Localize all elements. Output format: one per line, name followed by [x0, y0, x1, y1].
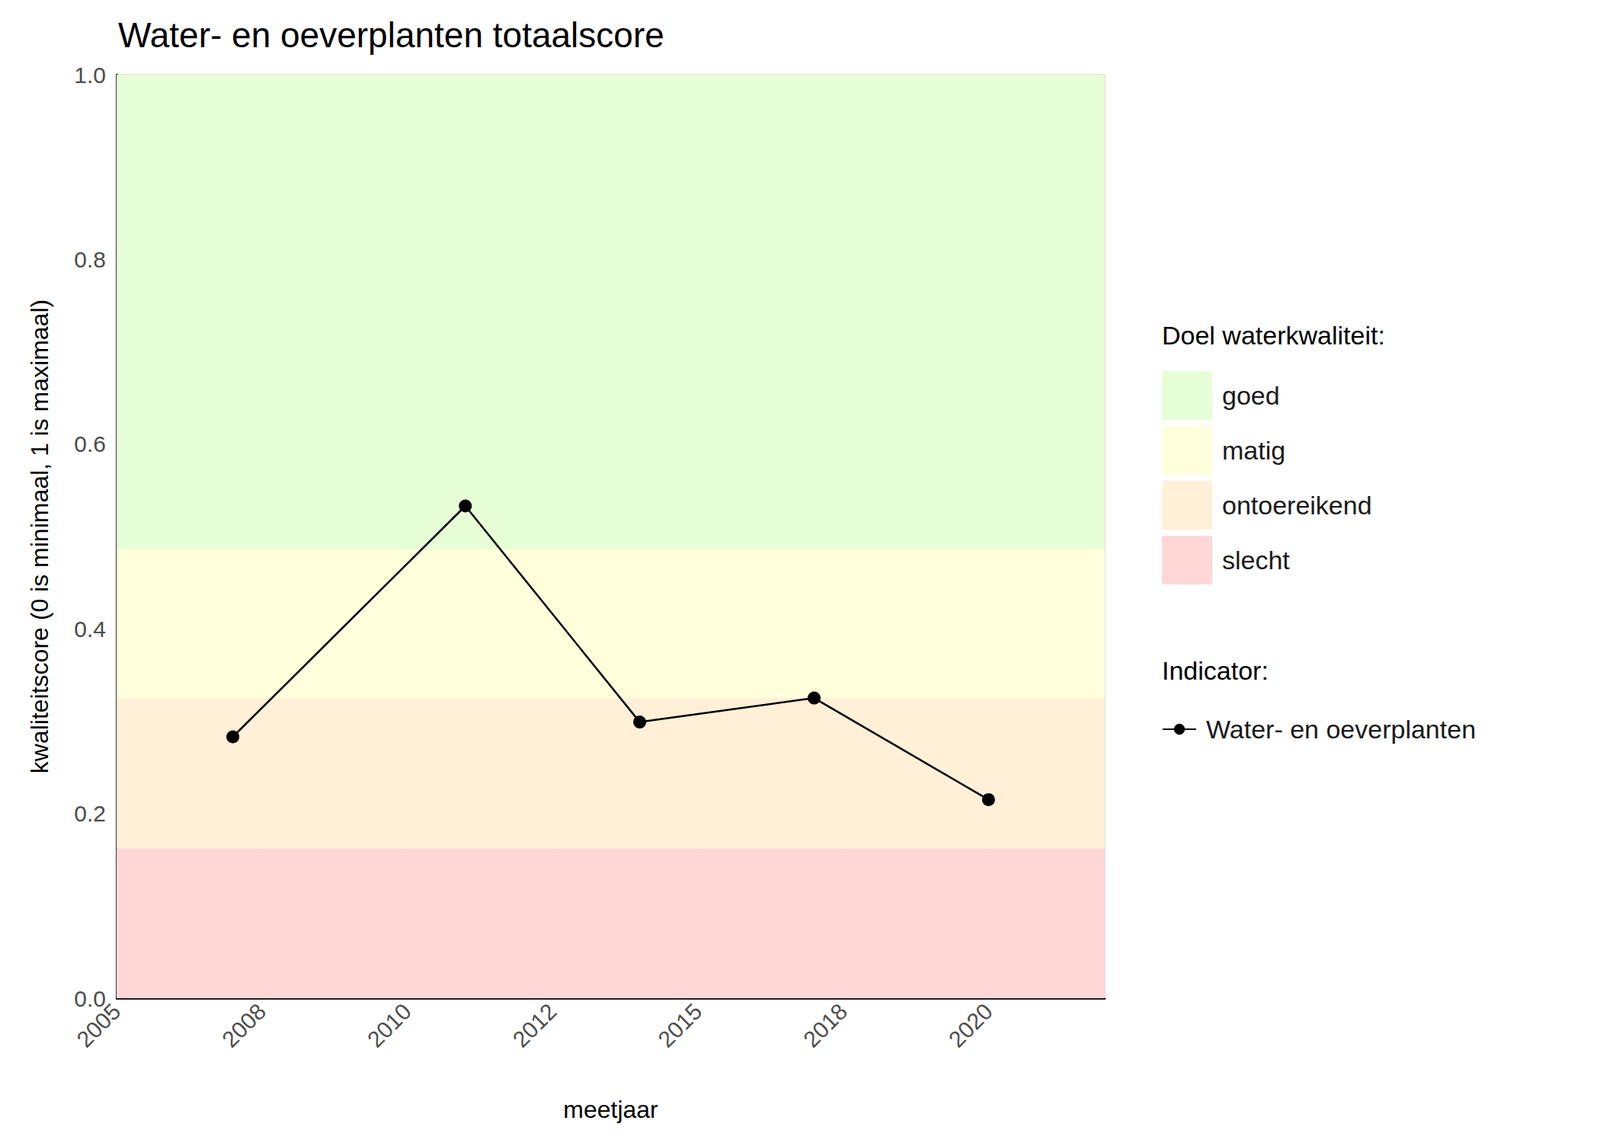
svg-text:Doel waterkwaliteit:: Doel waterkwaliteit:	[1161, 320, 1386, 350]
svg-text:Water- en oeverplanten: Water- en oeverplanten	[1206, 714, 1476, 744]
svg-text:meetjaar: meetjaar	[563, 1095, 659, 1124]
svg-text:0.2: 0.2	[73, 800, 106, 826]
svg-text:kwaliteitscore (0 is minimaal,: kwaliteitscore (0 is minimaal, 1 is maxi…	[25, 299, 54, 774]
svg-text:ontoereikend: ontoereikend	[1222, 490, 1373, 520]
svg-text:0.0: 0.0	[74, 985, 106, 1011]
svg-text:matig: matig	[1222, 435, 1286, 465]
svg-text:1.0: 1.0	[73, 62, 106, 88]
svg-text:0.8: 0.8	[73, 246, 106, 272]
svg-text:goed: goed	[1222, 380, 1280, 410]
svg-text:Indicator:: Indicator:	[1161, 656, 1269, 685]
svg-text:2012: 2012	[507, 998, 562, 1053]
svg-text:2005: 2005	[71, 998, 126, 1053]
svg-text:2018: 2018	[798, 998, 853, 1053]
svg-text:2010: 2010	[362, 998, 417, 1053]
svg-text:0.4: 0.4	[73, 616, 106, 642]
svg-text:Water- en oeverplanten totaals: Water- en oeverplanten totaalscore	[118, 15, 665, 55]
svg-text:2020: 2020	[944, 998, 999, 1053]
svg-text:2015: 2015	[652, 998, 708, 1053]
svg-text:2008: 2008	[217, 998, 272, 1053]
svg-text:slecht: slecht	[1222, 545, 1290, 575]
svg-text:0.6: 0.6	[73, 431, 106, 457]
